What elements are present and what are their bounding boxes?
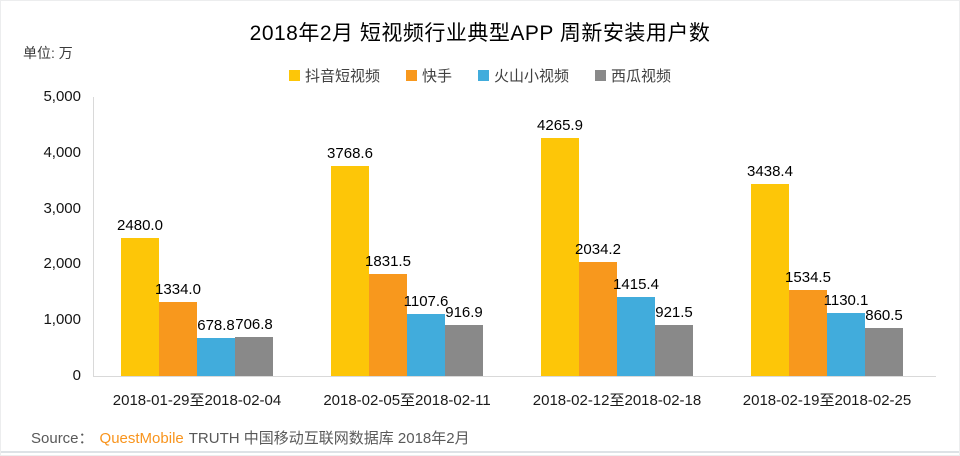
y-axis-tick: 4,000: [43, 143, 81, 161]
bar-label-kuaishou-week4: 1534.5: [785, 269, 831, 287]
bar-label-huoshan-week4: 1130.1: [823, 291, 869, 309]
bar-label-douyin-week4: 3438.4: [747, 163, 793, 181]
bar-huoshan-week1: [197, 338, 235, 376]
legend-swatch-douyin: [288, 70, 300, 81]
bar-label-xigua-week3: 921.5: [655, 303, 693, 321]
y-axis-tick: 5,000: [43, 88, 81, 105]
bar-kuaishou-week3: [579, 262, 617, 376]
unit-label: 单位: 万: [23, 45, 73, 61]
x-axis-label-week1: 2018-01-29至2018-02-04: [112, 392, 282, 409]
bar-huoshan-week4: [827, 312, 865, 376]
bar-xigua-week1: [235, 336, 273, 376]
y-axis-line: [93, 97, 94, 376]
x-axis-label-week4: 2018-02-19至2018-02-25: [742, 392, 912, 409]
bar-label-douyin-week2: 3768.6: [327, 144, 373, 162]
legend: 抖音短视频 快手 火山小视频 西瓜视频: [1, 65, 959, 86]
bar-xigua-week2: [445, 324, 483, 376]
bar-label-huoshan-week2: 1107.6: [403, 293, 449, 311]
legend-label-xigua: 西瓜视频: [611, 68, 672, 85]
bar-label-huoshan-week1: 678.8: [197, 317, 235, 335]
bar-label-huoshan-week3: 1415.4: [613, 276, 659, 294]
bar-label-douyin-week3: 4265.9: [537, 116, 583, 134]
bar-douyin-week3: [541, 137, 579, 376]
x-axis-label-week2: 2018-02-05至2018-02-11: [323, 392, 491, 409]
legend-item-huoshan: 火山小视频: [478, 65, 569, 86]
bottom-rule: [1, 451, 959, 453]
bar-label-xigua-week1: 706.8: [235, 315, 273, 333]
bar-label-kuaishou-week3: 2034.2: [575, 241, 621, 259]
bar-label-douyin-week1: 2480.0: [117, 216, 163, 234]
bar-label-xigua-week2: 916.9: [445, 303, 483, 321]
source-brand: QuestMobile: [99, 430, 184, 447]
bar-kuaishou-week4: [789, 290, 827, 376]
y-axis-tick: 3,000: [43, 199, 81, 217]
legend-swatch-xigua: [595, 70, 607, 81]
legend-item-xigua: 西瓜视频: [595, 65, 671, 86]
source-prefix: Source：: [31, 430, 94, 447]
bar-kuaishou-week2: [369, 273, 407, 376]
source-suffix: TRUTH 中国移动互联网数据库 2018年2月: [188, 430, 470, 447]
legend-swatch-huoshan: [478, 70, 489, 81]
source-line: Source： QuestMobile TRUTH 中国移动互联网数据库 2018年…: [31, 427, 470, 448]
bar-douyin-week2: [331, 165, 369, 376]
legend-label-huoshan: 火山小视频: [494, 68, 570, 85]
bar-label-kuaishou-week2: 1831.5: [365, 252, 411, 270]
bar-huoshan-week2: [407, 314, 445, 376]
y-axis-tick: 0: [72, 367, 81, 384]
legend-swatch-kuaishou: [405, 70, 417, 81]
legend-label-douyin: 抖音短视频: [304, 68, 380, 85]
x-axis-line: [93, 376, 936, 377]
y-axis-tick: 1,000: [43, 311, 81, 329]
bar-xigua-week3: [655, 324, 693, 376]
bar-douyin-week4: [751, 184, 789, 376]
legend-item-douyin: 抖音短视频: [288, 65, 380, 86]
bar-xigua-week4: [865, 327, 903, 376]
y-axis-tick: 2,000: [43, 255, 81, 273]
bar-huoshan-week3: [617, 297, 655, 376]
legend-item-kuaishou: 快手: [405, 65, 452, 86]
x-axis-label-week3: 2018-02-12至2018-02-18: [532, 392, 702, 409]
legend-label-kuaishou: 快手: [421, 68, 452, 85]
bar-kuaishou-week1: [159, 301, 197, 376]
bar-douyin-week1: [121, 237, 159, 376]
bar-label-kuaishou-week1: 1334.0: [155, 280, 201, 298]
bar-label-xigua-week4: 860.5: [865, 306, 903, 324]
chart-title: 2018年2月 短视频行业典型APP 周新安装用户数: [249, 22, 711, 45]
